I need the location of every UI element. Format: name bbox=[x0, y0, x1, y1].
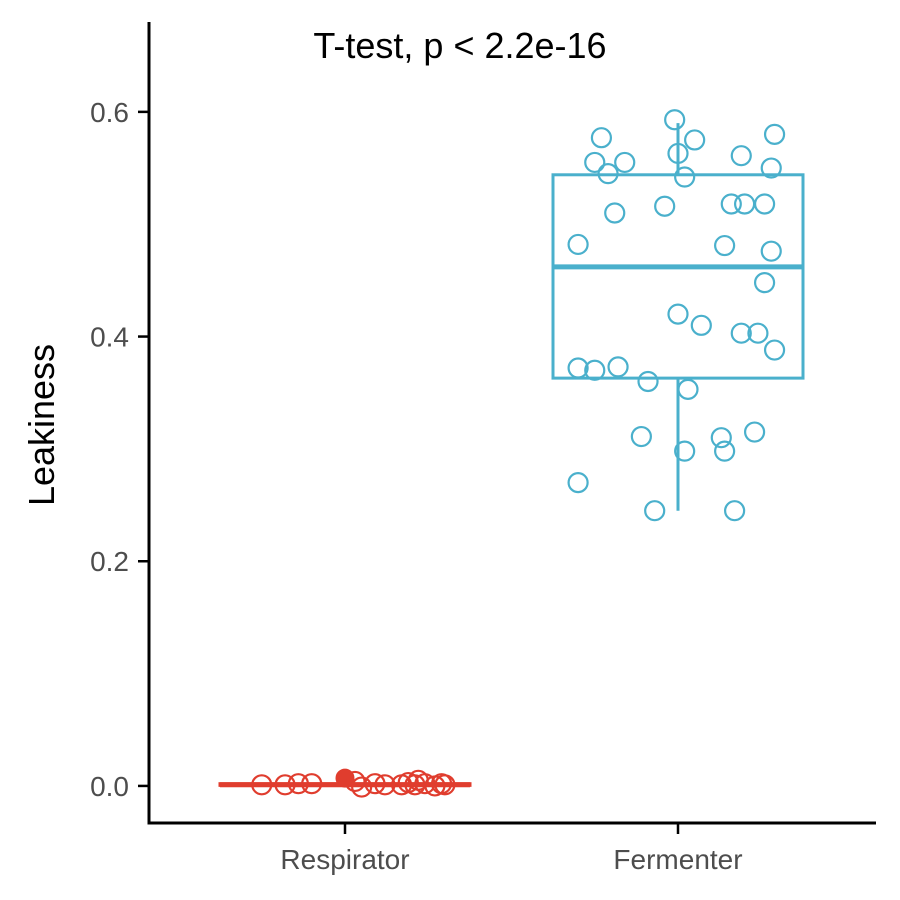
data-point bbox=[667, 303, 689, 325]
data-point bbox=[344, 770, 366, 793]
plot-area bbox=[218, 109, 805, 798]
data-point bbox=[730, 145, 752, 167]
data-point bbox=[743, 421, 766, 443]
data-point bbox=[667, 142, 689, 165]
data-point bbox=[674, 166, 696, 188]
data-point bbox=[654, 195, 676, 217]
data-point bbox=[607, 356, 629, 378]
data-point bbox=[710, 427, 732, 449]
data-point bbox=[730, 322, 752, 344]
data-point bbox=[251, 774, 273, 796]
data-point bbox=[677, 378, 699, 400]
data-point bbox=[614, 151, 636, 174]
y-tick-label: 0.2 bbox=[90, 546, 129, 577]
data-point bbox=[714, 440, 736, 462]
data-point bbox=[434, 774, 456, 796]
y-tick-label: 0.6 bbox=[90, 97, 129, 128]
data-point bbox=[567, 472, 589, 494]
data-point bbox=[604, 202, 626, 224]
data-point bbox=[674, 440, 696, 462]
data-point bbox=[724, 500, 746, 522]
data-point bbox=[664, 109, 686, 131]
data-point bbox=[364, 773, 386, 795]
data-point bbox=[753, 193, 776, 215]
data-point bbox=[584, 151, 606, 174]
data-point bbox=[351, 776, 373, 798]
y-tick-label: 0.4 bbox=[90, 322, 129, 353]
data-point bbox=[753, 272, 776, 294]
axes: 0.0 0.2 0.4 0.6 Respirator Fermenter bbox=[90, 22, 876, 875]
data-point bbox=[747, 322, 769, 344]
data-point bbox=[287, 773, 309, 795]
data-point bbox=[374, 774, 396, 796]
data-point bbox=[630, 425, 652, 448]
box-body bbox=[551, 173, 805, 380]
data-point bbox=[760, 240, 782, 262]
x-tick-label: Fermenter bbox=[613, 844, 742, 875]
y-tick-label: 0.0 bbox=[90, 771, 129, 802]
data-point bbox=[301, 773, 323, 795]
data-point bbox=[690, 314, 712, 336]
data-point bbox=[714, 234, 736, 257]
data-point bbox=[274, 774, 296, 796]
data-point bbox=[567, 357, 589, 379]
data-point bbox=[644, 500, 666, 522]
data-point bbox=[590, 127, 613, 149]
data-point bbox=[637, 370, 659, 393]
data-point bbox=[597, 163, 619, 185]
y-axis-title: Leakiness bbox=[21, 344, 62, 506]
data-point bbox=[567, 233, 589, 256]
data-point bbox=[684, 129, 706, 151]
box-fermenter bbox=[551, 123, 805, 511]
data-point bbox=[584, 359, 606, 381]
data-point bbox=[763, 123, 786, 145]
data-point bbox=[720, 193, 742, 215]
data-point bbox=[760, 157, 782, 179]
t-test-annotation: T-test, p < 2.2e-16 bbox=[313, 25, 606, 66]
x-tick-label: Respirator bbox=[280, 844, 409, 875]
data-point bbox=[763, 339, 786, 361]
